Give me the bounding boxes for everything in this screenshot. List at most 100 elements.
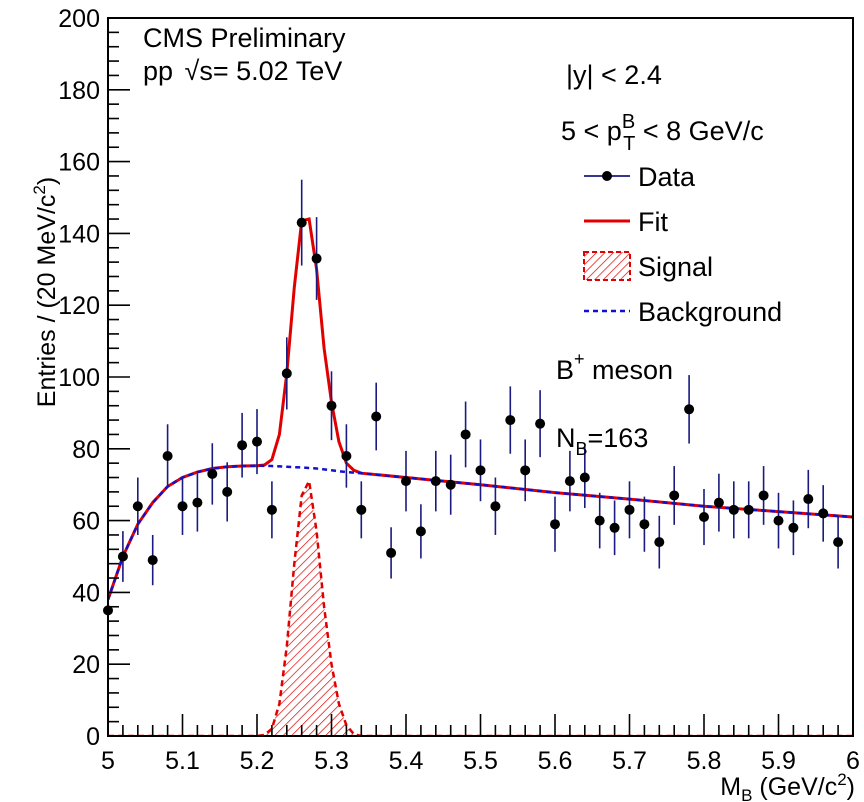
data-marker	[371, 411, 382, 422]
data-marker	[550, 519, 560, 530]
header-line-2: pp √s= 5.02 TeV	[143, 56, 342, 86]
data-point	[192, 473, 203, 532]
legend-label: Signal	[638, 252, 713, 282]
data-point	[773, 492, 784, 549]
header-line-1: CMS Preliminary	[143, 23, 346, 53]
legend: Data Fit Signal Background	[583, 162, 782, 327]
x-tick-label: 5.7	[612, 747, 647, 775]
data-point	[818, 485, 829, 542]
data-point	[147, 534, 158, 586]
data-marker	[177, 501, 188, 512]
data-marker	[758, 490, 769, 501]
data-marker	[237, 440, 248, 451]
data-point	[490, 477, 501, 535]
data-marker	[505, 415, 516, 426]
data-marker	[266, 504, 277, 515]
legend-label: Fit	[638, 207, 668, 237]
data-point	[266, 481, 277, 539]
data-marker	[818, 508, 829, 519]
data-marker	[460, 429, 471, 440]
data-marker	[326, 400, 337, 411]
data-marker	[669, 490, 680, 501]
y-tick-label: 0	[86, 723, 100, 751]
signal-fill	[257, 481, 362, 736]
y-tick-label: 180	[58, 77, 100, 105]
data-point	[520, 439, 531, 502]
x-tick-label: 5.5	[463, 747, 498, 775]
data-marker	[386, 547, 397, 558]
data-point	[415, 504, 426, 559]
data-marker	[147, 555, 158, 566]
data-point	[624, 481, 635, 539]
data-marker	[132, 501, 143, 512]
data-marker	[743, 504, 754, 515]
data-marker	[833, 537, 844, 548]
data-marker	[520, 465, 531, 476]
data-point	[684, 375, 695, 444]
data-point	[252, 409, 262, 475]
data-marker	[401, 476, 411, 487]
data-point	[132, 477, 143, 535]
data-point	[117, 531, 128, 582]
data-point	[177, 477, 188, 535]
x-tick-label: 5.4	[389, 747, 424, 775]
data-marker	[356, 504, 367, 515]
y-tick-label: 40	[72, 579, 100, 607]
data-point	[743, 481, 754, 539]
x-tick-label: 5.3	[314, 747, 349, 775]
data-marker	[624, 504, 635, 515]
data-point	[609, 500, 620, 556]
y-tick-label: 60	[72, 508, 100, 536]
data-point	[475, 439, 486, 502]
data-point	[713, 473, 724, 532]
data-point	[639, 496, 650, 552]
data-marker	[281, 368, 292, 379]
rapidity-cut: |y| < 2.4	[566, 60, 662, 90]
x-tick-label: 5.1	[165, 747, 200, 775]
data-marker	[788, 522, 799, 533]
data-marker	[609, 522, 620, 533]
data-point	[669, 466, 680, 525]
data-marker	[803, 494, 814, 505]
legend-entry-fit: Fit	[584, 207, 668, 237]
data-point	[594, 492, 605, 549]
data-marker	[594, 515, 605, 526]
legend-label: Background	[638, 297, 782, 327]
x-tick-label: 5.2	[240, 747, 275, 775]
data-marker	[579, 472, 590, 483]
signal-curve	[108, 477, 853, 736]
data-marker	[252, 436, 262, 447]
data-marker	[192, 497, 203, 508]
y-tick-label: 200	[58, 5, 100, 33]
x-tick-label: 5.6	[538, 747, 573, 775]
x-tick-label: 5.8	[687, 747, 722, 775]
data-point	[833, 515, 844, 569]
data-marker	[475, 465, 486, 476]
data-marker	[713, 497, 724, 508]
legend-entry-signal: Signal	[583, 251, 713, 282]
data-point	[311, 217, 322, 300]
y-tick-label: 140	[58, 220, 100, 248]
data-point	[296, 179, 307, 266]
data-point	[237, 412, 248, 478]
data-point	[699, 488, 709, 546]
x-tick-label: 5	[101, 747, 115, 775]
y-tick-label: 160	[58, 149, 100, 177]
data-marker	[430, 476, 441, 487]
x-tick-label: 5.9	[761, 747, 796, 775]
data-point	[371, 382, 382, 451]
x-axis-title: MB (GeV/c2)	[720, 770, 855, 802]
data-marker	[564, 476, 575, 487]
data-marker	[699, 512, 709, 523]
data-point	[281, 337, 292, 410]
data-point	[386, 527, 397, 579]
legend-entry-background: Background	[584, 297, 782, 327]
data-point	[401, 450, 411, 512]
data-point	[207, 443, 218, 505]
legend-entry-data: Data	[584, 162, 696, 192]
data-point	[579, 447, 590, 508]
data-marker	[728, 504, 739, 515]
meson-label: B+ meson	[556, 349, 673, 385]
data-marker	[222, 486, 233, 497]
